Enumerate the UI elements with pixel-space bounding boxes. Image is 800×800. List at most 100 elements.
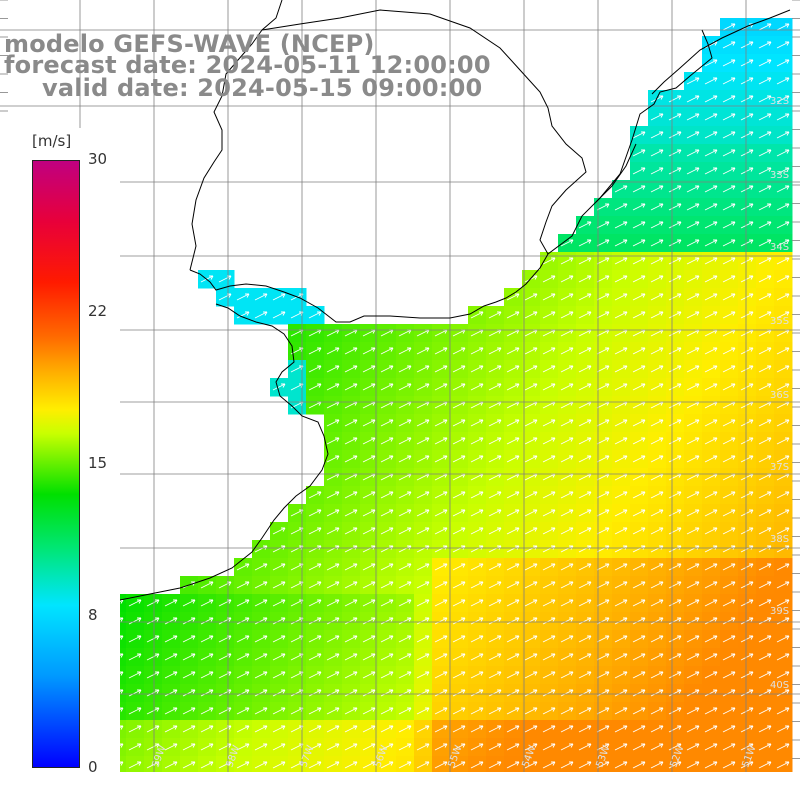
wind-arrow [560,509,574,517]
wind-arrow [452,599,466,607]
wind-arrow [506,743,520,751]
wind-arrow [668,509,682,517]
wind-arrow [632,383,646,391]
wind-arrow [128,671,142,679]
wind-arrow [398,491,412,499]
wind-arrow [344,383,358,391]
wind-arrow [326,599,340,607]
wind-arrow [128,653,142,661]
wind-arrow [740,203,754,211]
wind-arrow [740,599,754,607]
wind-arrow [776,671,790,679]
wind-arrow [722,761,736,769]
wind-arrow [416,617,430,625]
wind-arrow [470,743,484,751]
wind-arrow [704,149,718,157]
wind-arrow [650,167,664,175]
wind-arrow [632,347,646,355]
wind-arrow [614,383,628,391]
wind-arrow [488,491,502,499]
lagoon-shore [651,9,791,95]
wind-arrow [560,293,574,301]
wind-arrow [668,761,682,769]
wind-arrow [506,761,520,769]
wind-arrow [542,689,556,697]
wind-arrow [146,599,160,607]
wind-arrow [632,707,646,715]
wind-arrow [272,653,286,661]
wind-arrow [686,581,700,589]
wind-arrow [524,743,538,751]
wind-arrow [704,437,718,445]
wind-arrow [326,689,340,697]
wind-arrow [740,275,754,283]
wind-arrow [434,527,448,535]
wind-arrow [398,635,412,643]
wind-arrow [668,275,682,283]
wind-arrow [182,761,196,769]
wind-arrow [722,167,736,175]
wind-arrow [560,743,574,751]
wind-arrow [542,743,556,751]
wind-arrow [596,419,610,427]
wind-arrow [272,761,286,769]
wind-arrow [722,383,736,391]
wind-arrow [326,743,340,751]
wind-arrow [668,635,682,643]
wind-arrow [398,383,412,391]
wind-arrow [650,599,664,607]
wind-arrow [236,761,250,769]
coastline-uruguay [189,29,713,323]
wind-arrow [146,761,160,769]
wind-arrow [272,563,286,571]
wind-arrow [614,599,628,607]
wind-arrow [416,365,430,373]
wind-arrow [740,311,754,319]
wind-arrow [542,725,556,733]
wind-arrow [632,743,646,751]
wind-arrow [668,527,682,535]
wind-arrow [578,707,592,715]
wind-arrow [524,437,538,445]
wind-arrow [686,365,700,373]
wind-arrow [560,275,574,283]
wind-arrow [128,725,142,733]
wind-arrow [668,689,682,697]
wind-arrow [758,275,772,283]
wind-arrow [722,635,736,643]
wind-arrow [524,617,538,625]
wind-arrow [650,455,664,463]
wind-arrow [560,725,574,733]
wind-arrow [398,653,412,661]
wind-arrow [776,491,790,499]
wind-arrow [470,653,484,661]
wind-arrow [470,671,484,679]
wind-arrow [362,383,376,391]
wind-arrow [560,563,574,571]
wind-arrow [578,221,592,229]
wind-arrow [740,635,754,643]
wind-arrow [308,563,322,571]
wind-arrow [182,635,196,643]
wind-arrow [524,725,538,733]
wind-arrow [470,563,484,571]
wind-arrow [326,437,340,445]
wind-arrow [650,707,664,715]
wind-arrow [686,185,700,193]
wind-arrow [470,761,484,769]
wind-arrow [470,491,484,499]
wind-arrow [200,581,214,589]
wind-arrow [578,365,592,373]
wind-arrow [596,383,610,391]
wind-arrow [542,563,556,571]
wind-arrow [488,599,502,607]
wind-arrow [380,455,394,463]
wind-arrow [758,599,772,607]
wind-arrow [434,689,448,697]
wind-arrow [776,563,790,571]
wind-arrow [380,761,394,769]
wind-arrow [632,203,646,211]
wind-arrow [542,383,556,391]
wind-arrow [578,563,592,571]
wind-arrow [632,635,646,643]
